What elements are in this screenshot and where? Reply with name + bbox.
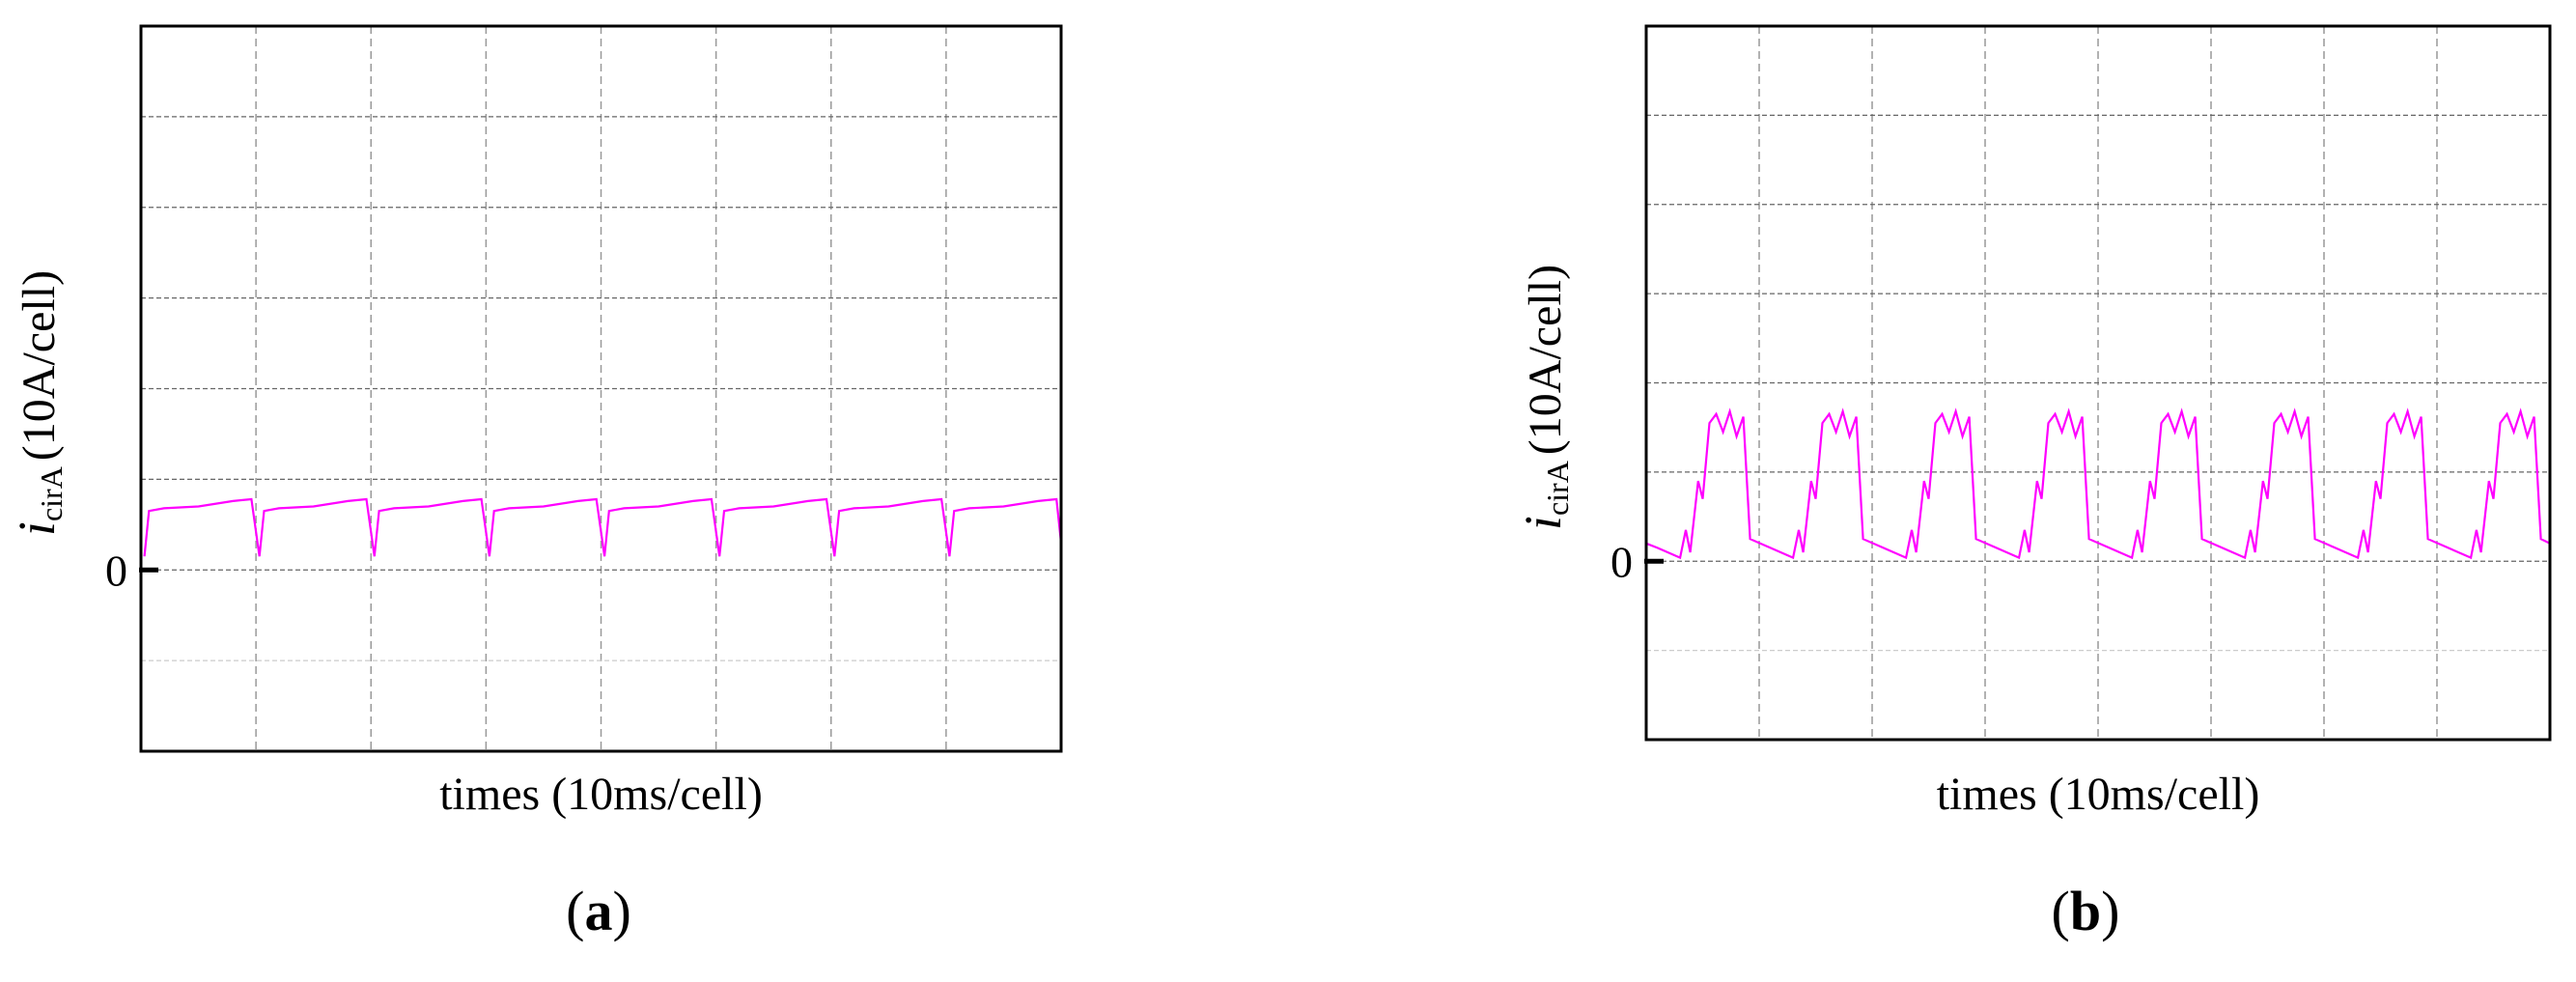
signal-line xyxy=(1645,407,2551,560)
panel-label: (b) xyxy=(2052,880,2120,942)
y-axis-label: icirA (10A/cell) xyxy=(1514,265,1575,530)
y-label-subscript: cirA xyxy=(34,466,69,521)
panel-label: (a) xyxy=(566,880,631,942)
panel-label-part: b xyxy=(2070,880,2101,942)
panel-label-part: ) xyxy=(2101,880,2119,942)
x-axis-label: times (10ms/cell) xyxy=(439,769,763,820)
y-tick-label: 0 xyxy=(1610,537,1633,586)
y-label-unit: (10A/cell) xyxy=(1520,265,1571,455)
y-axis-label: icirA (10A/cell) xyxy=(8,270,69,536)
y-label-unit: (10A/cell) xyxy=(14,270,65,461)
panel-label-part: a xyxy=(585,880,613,942)
y-label-symbol: i xyxy=(8,521,66,536)
plot-frame xyxy=(1644,24,2552,742)
y-label-symbol: i xyxy=(1514,516,1572,530)
panel-label-part: ) xyxy=(613,880,631,942)
x-axis-label: times (10ms/cell) xyxy=(1937,769,2260,820)
y-label-subscript: cirA xyxy=(1540,461,1575,516)
panel-label-part: ( xyxy=(2052,880,2070,942)
y-tick-label: 0 xyxy=(105,546,127,595)
panel-label-part: ( xyxy=(566,880,584,942)
signal-line xyxy=(143,497,1063,557)
chart-panel: 0 times (10ms/cell) icirA (10A/cell) (b) xyxy=(1514,24,2552,942)
plot-frame xyxy=(139,24,1063,753)
chart-panel: 0 times (10ms/cell) icirA (10A/cell) (a) xyxy=(8,24,1063,942)
